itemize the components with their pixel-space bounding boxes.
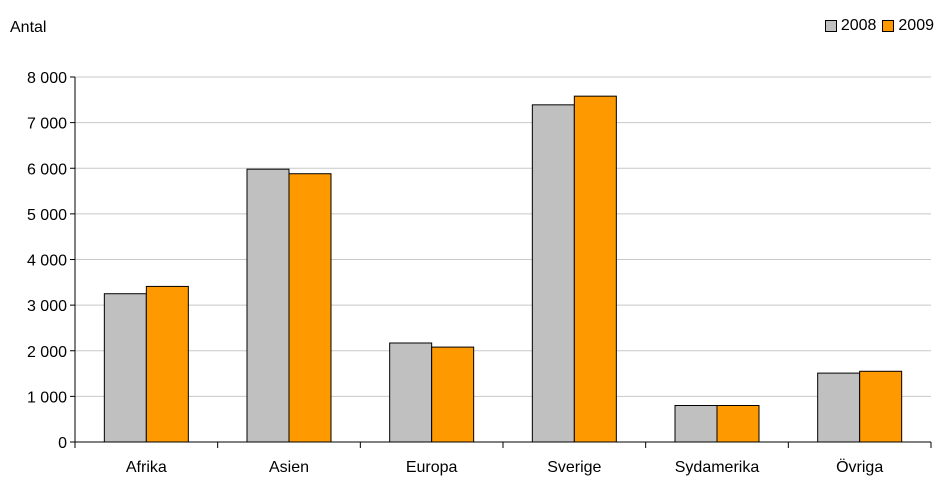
bar-2009-övriga [859,370,903,443]
legend-label-2008: 2008 [840,17,877,34]
legend-swatch-2008 [824,20,837,32]
bar-2008-övriga [817,372,861,443]
bar-2008-afrika [103,293,147,443]
x-tick-label: Övriga [836,458,883,476]
legend-swatch-2009 [882,20,895,32]
y-tick-label: 3 000 [27,298,67,315]
y-tick-label: 5 000 [27,207,67,224]
bar-2009-sverige [573,95,617,443]
bar-2008-sydamerika [674,405,718,443]
bar-2009-europa [431,346,475,443]
y-tick-label: 7 000 [27,116,67,133]
x-tick-label: Sverige [547,459,601,476]
legend-item-2009: 2009 [882,17,934,35]
bar-2008-sverige [531,104,575,443]
x-tick-label: Europa [406,459,458,476]
y-axis-title: Antal [10,19,47,36]
bar-2008-europa [389,342,433,443]
bar-2008-asien [246,168,290,443]
y-tick-label: 8 000 [27,70,67,87]
y-tick-label: 1 000 [27,389,67,406]
x-tick-label: Asien [269,459,309,476]
x-tick-label: Sydamerika [675,459,760,476]
bar-2009-asien [288,173,332,443]
x-tick-label: Afrika [126,459,167,476]
bar-2009-afrika [145,285,189,443]
y-tick-label: 0 [58,435,67,452]
legend-label-2009: 2009 [898,17,934,34]
y-tick-label: 2 000 [27,344,67,361]
bar-2009-sydamerika [716,405,760,443]
y-tick-label: 6 000 [27,161,67,178]
y-tick-label: 4 000 [27,253,67,270]
legend: 2008 2009 [819,17,934,35]
legend-item-2008: 2008 [824,17,877,35]
